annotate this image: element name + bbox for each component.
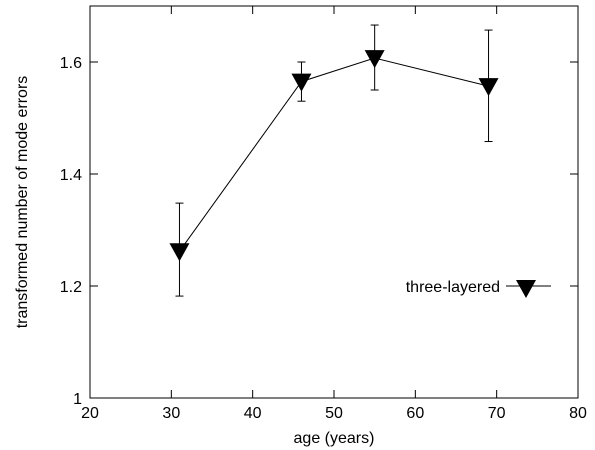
legend-label: three-layered (406, 279, 500, 296)
x-axis-label: age (years) (294, 430, 375, 447)
legend: three-layered (406, 279, 551, 298)
y-tick-label: 1.2 (60, 279, 82, 296)
y-axis: 1 1.2 1.4 1.6 (60, 55, 578, 408)
legend-marker (516, 280, 536, 298)
x-tick-label: 30 (162, 405, 180, 422)
y-axis-label: transformed number of mode errors (14, 76, 31, 329)
series-layer (169, 24, 499, 297)
data-point (478, 78, 499, 97)
x-tick-label: 40 (244, 405, 262, 422)
x-axis: 20 30 40 50 60 70 80 (81, 6, 587, 422)
plot-frame (89, 5, 579, 399)
x-tick-label: 20 (81, 405, 99, 422)
y-tick-label: 1.6 (60, 55, 82, 72)
x-tick-label: 50 (325, 405, 343, 422)
data-point (291, 73, 312, 92)
x-tick-label: 70 (488, 405, 506, 422)
data-point (169, 243, 190, 262)
x-tick-label: 60 (406, 405, 424, 422)
x-tick-label: 80 (569, 405, 587, 422)
y-tick-label: 1 (73, 391, 82, 408)
series-line (179, 57, 489, 252)
data-point (364, 50, 385, 69)
y-tick-label: 1.4 (60, 167, 82, 184)
